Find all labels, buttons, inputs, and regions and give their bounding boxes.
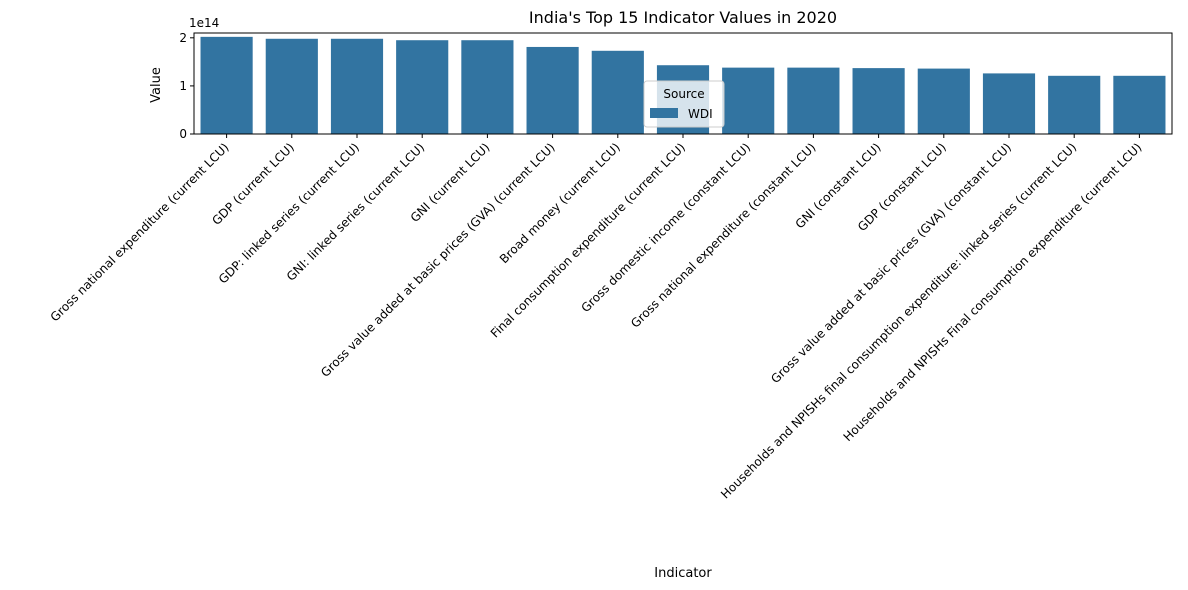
bar-8	[722, 67, 775, 134]
bar-1	[265, 38, 318, 135]
bar-12	[982, 73, 1036, 134]
bar-13	[1048, 75, 1101, 134]
bar-10	[852, 68, 905, 134]
legend: Source WDI	[643, 80, 725, 128]
chart-title: India's Top 15 Indicator Values in 2020	[529, 8, 837, 27]
bar-0	[200, 36, 253, 134]
plot-area-frame	[193, 32, 1173, 135]
bar-11	[917, 68, 970, 134]
x-tick-label-14: Households and NPISHs Final consumption …	[841, 140, 1145, 444]
x-ticks-group: Gross national expenditure (current LCU)…	[48, 134, 1145, 501]
bar-4	[461, 40, 514, 134]
bar-2	[330, 38, 384, 135]
legend-entry-0: WDI	[688, 107, 713, 121]
x-tick-label-0: Gross national expenditure (current LCU)	[48, 140, 232, 324]
bar-14	[1113, 75, 1166, 134]
x-tick-label-5: Gross value added at basic prices (GVA) …	[318, 140, 558, 380]
x-axis-label: Indicator	[654, 566, 712, 581]
y-tick-label-1: 1	[179, 79, 187, 93]
y-ticks-group: 0 1 2	[179, 31, 194, 141]
bar-5	[526, 46, 579, 135]
y-tick-label-2: 2	[179, 31, 187, 45]
y-axis-offset-label: 1e14	[189, 16, 219, 30]
x-tick-label-6: Broad money (current LCU)	[497, 140, 623, 266]
x-tick-label-2: GDP: linked series (current LCU)	[216, 140, 362, 286]
legend-title: Source	[663, 87, 704, 101]
y-tick-label-0: 0	[179, 127, 187, 141]
bar-3	[396, 40, 449, 134]
legend-swatch-0	[650, 108, 678, 118]
bar-6	[591, 50, 644, 134]
x-tick-label-3: GNI: linked series (current LCU)	[284, 140, 428, 284]
x-tick-label-12: Gross value added at basic prices (GVA) …	[768, 140, 1014, 386]
bar-9	[787, 67, 840, 134]
y-axis-label: Value	[149, 67, 164, 103]
